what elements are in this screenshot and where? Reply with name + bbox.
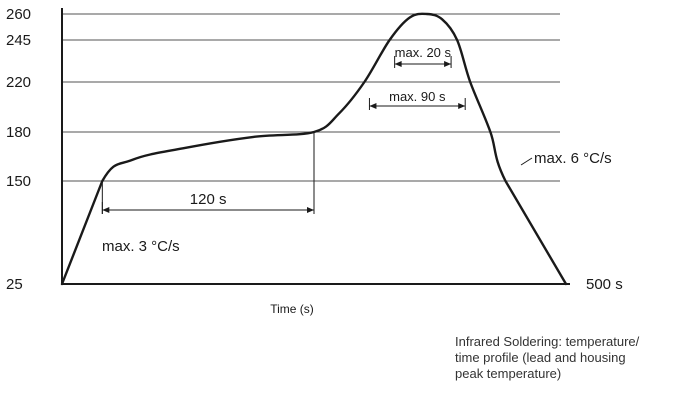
x-axis-label: Time (s) bbox=[270, 302, 314, 316]
y-tick-label-150: 150 bbox=[6, 173, 31, 190]
duration-brackets bbox=[101, 56, 466, 214]
bracket-max-90s-label: max. 90 s bbox=[389, 89, 446, 104]
ramp-up-rate-label: max. 3 °C/s bbox=[102, 238, 180, 255]
axes bbox=[61, 8, 570, 285]
y-tick-label-245: 245 bbox=[6, 32, 31, 49]
caption-line: Infrared Soldering: temperature/ bbox=[455, 334, 640, 349]
y-tick-label-25: 25 bbox=[6, 276, 23, 293]
bracket-max-20s bbox=[394, 56, 452, 68]
bracket-max-90s bbox=[368, 98, 466, 110]
figure-caption: Infrared Soldering: temperature/ time pr… bbox=[455, 334, 670, 382]
caption-line: time profile (lead and housing bbox=[455, 350, 626, 365]
grid-lines bbox=[62, 13, 560, 182]
y-tick-label-260: 260 bbox=[6, 6, 31, 23]
y-tick-label-220: 220 bbox=[6, 74, 31, 91]
x-end-label: 500 s bbox=[586, 276, 623, 293]
caption-line: peak temperature) bbox=[455, 366, 562, 381]
bracket-max-20s-label: max. 20 s bbox=[395, 45, 452, 60]
bracket-120s-label: 120 s bbox=[190, 191, 227, 208]
cool-down-rate-label: max. 6 °C/s bbox=[534, 150, 612, 167]
annotation-labels: max. 20 s max. 90 s 120 s max. 3 °C/s max. 6… bbox=[102, 45, 612, 255]
temperature-profile-line bbox=[60, 12, 568, 286]
y-tick-labels: 25 150 180 220 245 260 bbox=[6, 6, 31, 293]
y-tick-label-180: 180 bbox=[6, 124, 31, 141]
